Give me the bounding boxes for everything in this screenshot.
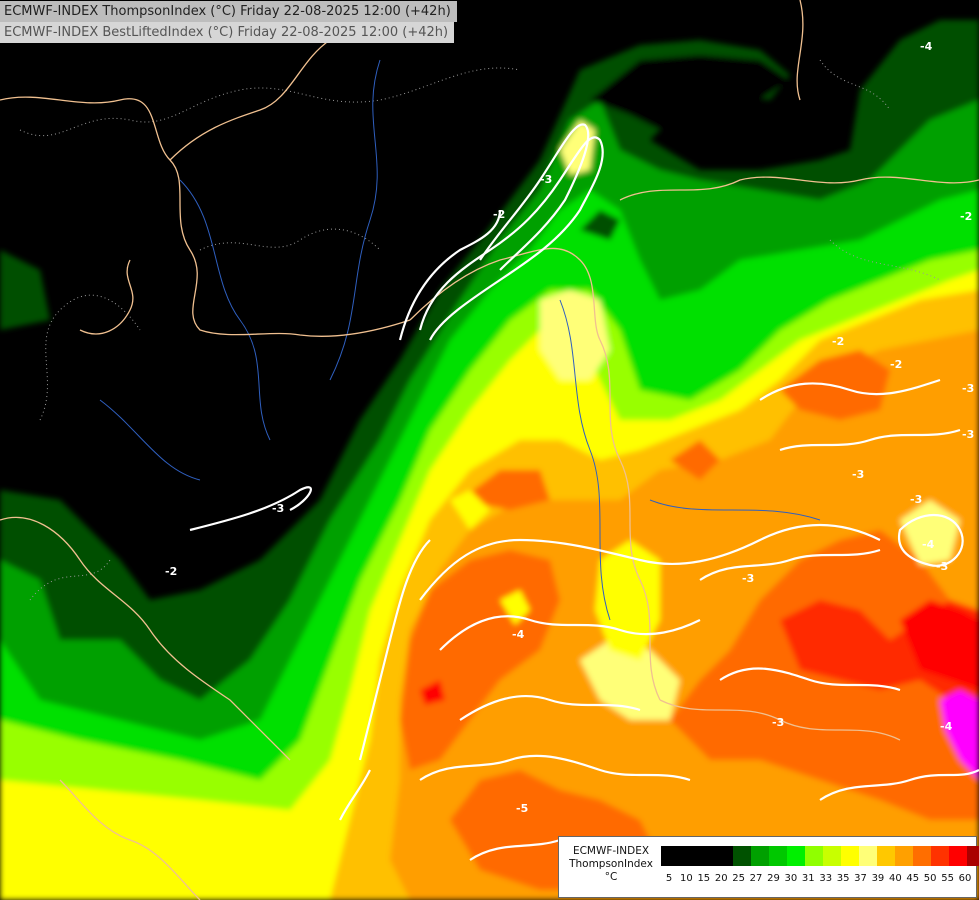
contour-label: -4 bbox=[922, 538, 935, 551]
legend-tick: 5 bbox=[665, 873, 673, 884]
contour-label: -4 bbox=[920, 40, 933, 53]
legend-swatch bbox=[805, 846, 823, 866]
map-title-lifted: ECMWF-INDEX BestLiftedIndex (°C) Friday … bbox=[0, 22, 455, 43]
legend-tick: 10 bbox=[680, 873, 693, 884]
field-dark-orange-ne bbox=[460, 350, 890, 510]
legend-tick: 29 bbox=[767, 873, 780, 884]
contour-label: -3 bbox=[936, 560, 948, 573]
field-pale-yellow-south bbox=[560, 120, 960, 720]
field-deep-red bbox=[420, 600, 979, 705]
color-legend: ECMWF-INDEX ThompsonIndex °C 5 10 15 20 25 27… bbox=[558, 836, 979, 898]
contour-label: -2 bbox=[493, 208, 505, 221]
contour-label: -3 bbox=[910, 493, 922, 506]
legend-swatch bbox=[697, 846, 715, 866]
lifted-index-contours bbox=[189, 123, 979, 861]
rivers bbox=[99, 59, 821, 621]
legend-swatch bbox=[895, 846, 913, 866]
legend-swatch bbox=[769, 846, 787, 866]
field-magenta bbox=[940, 690, 979, 780]
dotted-contours bbox=[19, 59, 941, 601]
legend-color-bar bbox=[661, 846, 979, 866]
contour-label: -3 bbox=[772, 716, 784, 729]
contour-label: -3 bbox=[962, 428, 974, 441]
legend-tick: 25 bbox=[732, 873, 745, 884]
legend-tick: 50 bbox=[923, 873, 937, 884]
legend-swatch bbox=[733, 846, 751, 866]
legend-title-parameter: ThompsonIndex bbox=[569, 858, 653, 870]
legend-tick: 27 bbox=[749, 873, 763, 884]
contour-label: -3 bbox=[852, 468, 864, 481]
legend-title-model: ECMWF-INDEX bbox=[572, 845, 650, 857]
legend-tick: 45 bbox=[906, 873, 920, 884]
legend-title: ECMWF-INDEX ThompsonIndex °C bbox=[563, 845, 659, 884]
contour-label-group: -2 -3 -2 -2 -3 -3 -3 -4 -3 -4 -3 -5 -3 -… bbox=[165, 40, 974, 815]
legend-tick: 55 bbox=[941, 873, 954, 884]
contour-label: -2 bbox=[960, 210, 972, 223]
legend-swatch bbox=[661, 846, 679, 866]
contour-label: -3 bbox=[962, 382, 974, 395]
legend-tick: 31 bbox=[801, 873, 815, 884]
legend-swatch bbox=[949, 846, 967, 866]
legend-tick: 37 bbox=[854, 873, 867, 884]
field-yellow-tongue bbox=[450, 490, 660, 660]
legend-tick-labels: 5 10 15 20 25 27 29 30 31 33 35 37 39 40 45 50 55 60 bbox=[661, 873, 977, 887]
legend-tick: 15 bbox=[697, 873, 711, 884]
legend-swatch bbox=[823, 846, 841, 866]
field-black-north bbox=[590, 55, 790, 130]
legend-swatch bbox=[751, 846, 769, 866]
legend-swatch bbox=[859, 846, 877, 866]
contour-label: -4 bbox=[512, 628, 525, 641]
contour-label: -2 bbox=[165, 565, 177, 578]
colour-field bbox=[0, 20, 979, 900]
contour-label: -3 bbox=[742, 572, 754, 585]
legend-tick: 30 bbox=[784, 873, 798, 884]
legend-tick: 33 bbox=[819, 873, 833, 884]
legend-tick: 39 bbox=[871, 873, 885, 884]
map-title-thompson: ECMWF-INDEX ThompsonIndex (°C) Friday 22… bbox=[0, 1, 457, 22]
legend-swatch bbox=[679, 846, 697, 866]
field-dark-patch bbox=[580, 210, 620, 240]
legend-unit: °C bbox=[604, 871, 618, 883]
legend-tick: 40 bbox=[888, 873, 902, 884]
contour-label: -3 bbox=[540, 173, 552, 186]
legend-swatch bbox=[715, 846, 733, 866]
contour-label: -4 bbox=[940, 720, 953, 733]
contour-label: -3 bbox=[272, 502, 284, 515]
contour-label: -2 bbox=[832, 335, 844, 348]
contour-label: -2 bbox=[890, 358, 902, 371]
legend-swatch bbox=[787, 846, 805, 866]
legend-tick: 60 bbox=[958, 873, 972, 884]
contour-label: -5 bbox=[516, 802, 528, 815]
legend-swatch bbox=[841, 846, 859, 866]
legend-tick: 20 bbox=[714, 873, 728, 884]
legend-swatch bbox=[967, 846, 979, 866]
field-pale-yellow-north bbox=[540, 290, 610, 380]
legend-swatch bbox=[931, 846, 949, 866]
legend-swatch bbox=[877, 846, 895, 866]
legend-swatch bbox=[913, 846, 931, 866]
legend-tick: 35 bbox=[836, 873, 850, 884]
